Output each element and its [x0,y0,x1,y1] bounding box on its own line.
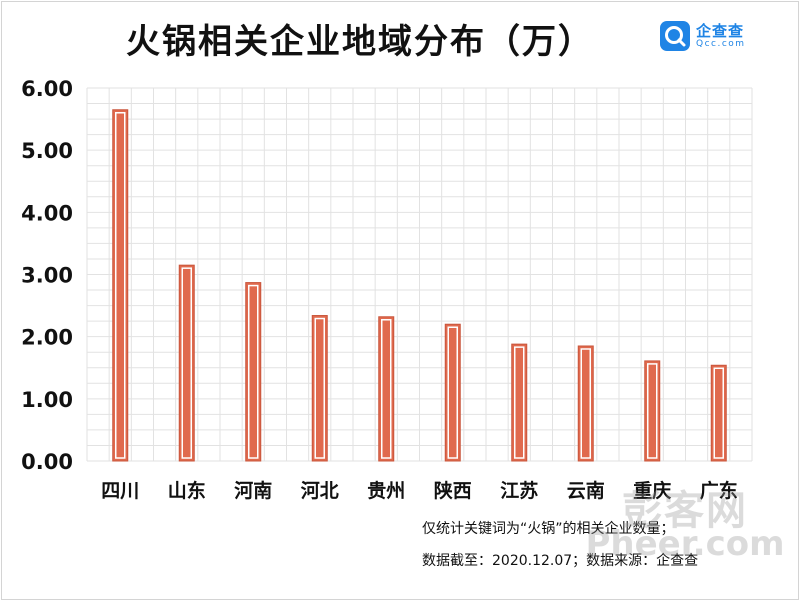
bar-inner-outline [381,319,392,459]
x-tick-label: 江苏 [500,479,538,502]
qcc-logo-icon [660,21,690,51]
x-tick-label: 云南 [567,480,605,502]
logo-name: 企查查 [696,22,745,40]
y-tick-label: 6.00 [21,77,73,101]
x-tick-label: 河南 [234,480,272,502]
bar-inner-outline [314,317,325,459]
y-tick-label: 2.00 [21,326,73,350]
chart-title: 火锅相关企业地域分布（万） [126,22,594,62]
x-tick-label: 四川 [101,480,139,502]
y-tick-label: 5.00 [21,139,73,163]
x-tick-label: 贵州 [367,480,405,502]
bar-inner-outline [514,346,525,459]
y-axis-ticks: 0.00 1.00 2.00 3.00 4.00 5.00 6.00 [21,77,73,474]
bar-inner-outline [248,284,259,459]
x-axis-labels: 四川 山东 河南 河北 贵州 陕西 江苏 云南 重庆 广东 [101,479,738,502]
bar-inner-outline [647,363,658,459]
bars [112,109,727,462]
x-tick-label: 陕西 [434,479,472,502]
bar-inner-outline [447,326,458,459]
bar-inner-outline [181,267,192,459]
qcc-logo: 企查查 Qcc.com [660,21,770,55]
x-tick-label: 河北 [301,480,339,502]
y-tick-label: 0.00 [21,450,73,474]
y-tick-label: 1.00 [21,388,73,412]
bar-inner-outline [713,367,724,459]
x-tick-label: 重庆 [633,479,671,502]
bar-inner-outline [580,348,591,459]
chart-grid [86,87,753,462]
logo-domain: Qcc.com [696,39,746,49]
y-tick-label: 3.00 [21,264,73,288]
x-tick-label: 广东 [700,479,738,502]
y-tick-label: 4.00 [21,201,73,225]
x-tick-label: 山东 [168,479,206,502]
bar-inner-outline [115,112,126,459]
